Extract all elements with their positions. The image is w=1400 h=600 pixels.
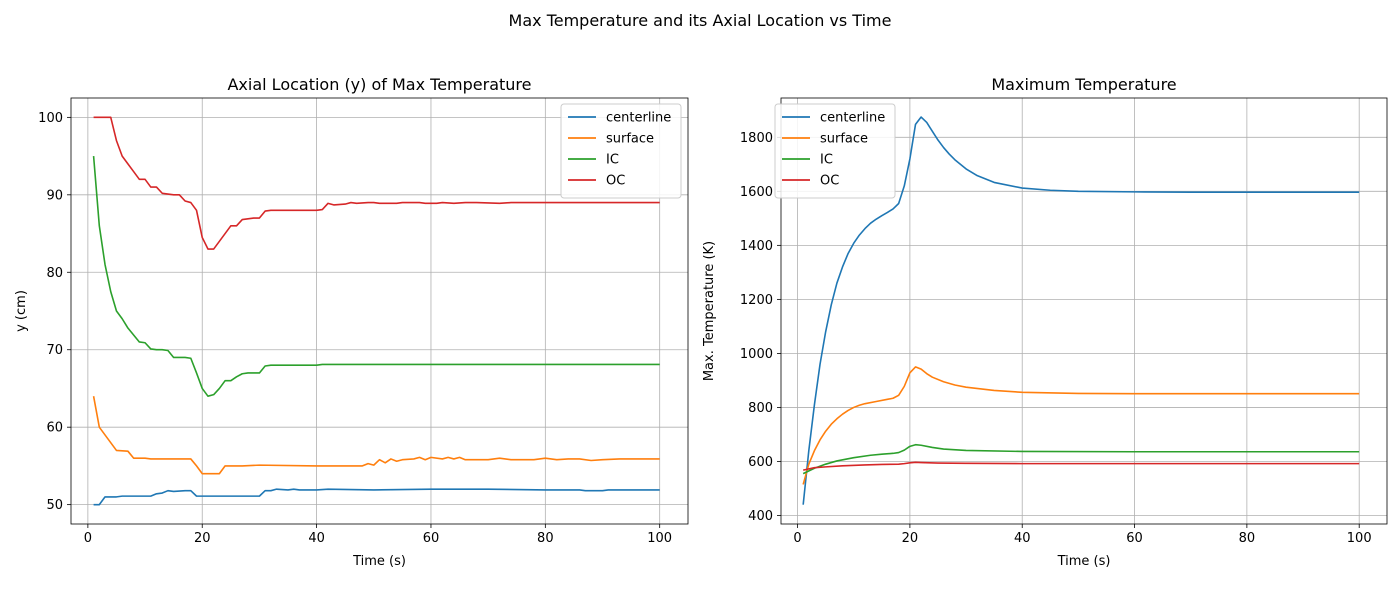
axes-frame [780, 97, 1388, 525]
series-line-ic [92, 156, 660, 397]
x-axis-label: Time (s) [352, 554, 406, 569]
series-line-oc [803, 461, 1360, 471]
legend-label-oc: OC [606, 174, 625, 189]
axes-frame [70, 97, 689, 525]
legend-box [560, 103, 682, 199]
subplot-axial-location: 0 20 40 60 80 100 50 60 70 80 90 100 Axial Location … [14, 75, 689, 569]
series-line-oc [93, 116, 660, 250]
y-tick-label: 400 [748, 509, 773, 524]
legend-label-surface: surface [820, 132, 868, 147]
legend-box [774, 103, 896, 199]
y-tick-label: 80 [46, 266, 63, 281]
x-tick-label: 40 [308, 531, 325, 546]
y-tick-label: 1600 [740, 185, 773, 200]
y-tick-label: 1800 [740, 131, 773, 146]
y-tick-label: 1000 [740, 347, 773, 362]
x-tick-label: 0 [84, 531, 92, 546]
y-tick-label: 50 [46, 498, 63, 513]
y-tick-label: 1400 [740, 239, 773, 254]
legend-label-centerline: centerline [606, 111, 671, 126]
x-tick-label: 100 [1347, 531, 1372, 546]
legend: centerline surface IC OC [774, 103, 896, 199]
x-tick-label: 60 [423, 531, 440, 546]
y-axis-label: y (cm) [14, 290, 29, 332]
legend-label-oc: OC [820, 174, 839, 189]
series-line-centerline [93, 488, 660, 506]
y-tick-label: 60 [46, 421, 63, 436]
y-tick-label: 1200 [740, 293, 773, 308]
y-axis-label: Max. Temperature (K) [702, 241, 717, 381]
x-tick-label: 60 [1126, 531, 1143, 546]
series-line-ic [802, 443, 1360, 475]
x-tick-label: 100 [647, 531, 672, 546]
legend-label-ic: IC [606, 153, 619, 168]
x-tick-label: 80 [537, 531, 554, 546]
y-tick-label: 600 [748, 455, 773, 470]
y-tick-label: 800 [748, 401, 773, 416]
chart-title: Maximum Temperature [991, 75, 1176, 94]
series-line-surface [92, 396, 660, 475]
y-tick-label: 90 [46, 188, 63, 203]
legend: centerline surface IC OC [560, 103, 682, 199]
chart-title: Axial Location (y) of Max Temperature [227, 75, 531, 94]
series-line-centerline [802, 116, 1360, 505]
x-tick-label: 20 [902, 531, 919, 546]
x-tick-label: 40 [1014, 531, 1031, 546]
legend-label-surface: surface [606, 132, 654, 147]
figure-suptitle: Max Temperature and its Axial Location v… [509, 11, 892, 30]
x-tick-label: 20 [194, 531, 211, 546]
legend-label-ic: IC [820, 153, 833, 168]
y-tick-label: 100 [38, 111, 63, 126]
y-tick-label: 70 [46, 343, 63, 358]
legend-label-centerline: centerline [820, 111, 885, 126]
subplot-maximum-temperature: 0 20 40 60 80 100 400 600 800 1000 1200 1400 1600 180… [702, 75, 1388, 569]
series-line-surface [802, 366, 1360, 485]
x-tick-label: 80 [1239, 531, 1256, 546]
x-tick-label: 0 [793, 531, 801, 546]
x-axis-label: Time (s) [1057, 554, 1111, 569]
